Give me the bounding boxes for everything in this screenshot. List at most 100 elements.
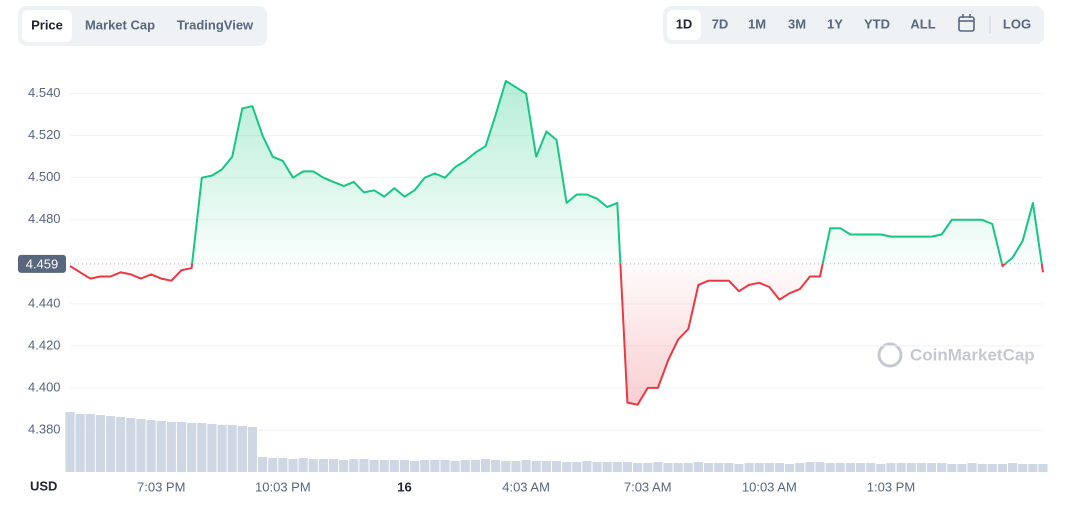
volume-bar — [359, 459, 369, 472]
volume-bar — [987, 464, 997, 472]
volume-bar — [156, 421, 166, 472]
volume-bar — [551, 461, 562, 472]
volume-bar — [65, 412, 75, 472]
ranges-bg — [663, 6, 1044, 44]
volume-bar — [622, 462, 633, 472]
volume-bar — [734, 464, 744, 472]
range-button[interactable]: 1Y — [827, 16, 843, 31]
baseline-label: 4.459 — [26, 256, 59, 271]
x-tick-label: 10:03 AM — [742, 479, 797, 494]
volume-bar — [896, 463, 906, 472]
volume-bar — [369, 460, 379, 472]
volume-bar — [997, 464, 1008, 472]
volume-bar — [754, 463, 764, 472]
volume-bar — [947, 464, 957, 472]
volume-bar — [399, 460, 410, 472]
volume-bar — [187, 423, 197, 472]
volume-bar — [744, 463, 754, 472]
tab[interactable]: TradingView — [177, 17, 254, 32]
volume-bar — [278, 458, 288, 472]
volume-bar — [541, 461, 551, 472]
volume-bar — [572, 462, 582, 472]
volume-bar — [663, 463, 673, 472]
volume-bar — [724, 463, 734, 472]
watermark: CoinMarketCap — [877, 342, 1035, 368]
range-button[interactable]: YTD — [864, 16, 890, 31]
volume-bar — [146, 420, 156, 472]
y-tick-label: 4.420 — [28, 337, 61, 352]
volume-bar — [389, 460, 399, 472]
volume-bar — [926, 463, 937, 472]
x-tick-label: 4:03 AM — [502, 479, 550, 494]
tabs-bg — [18, 6, 267, 46]
volume-bar — [237, 426, 247, 472]
y-tick-label: 4.500 — [28, 169, 61, 184]
x-tick-label: 7:03 PM — [137, 479, 185, 494]
volume-bar — [339, 460, 349, 472]
price-line — [69, 80, 1044, 406]
volume-bar — [876, 464, 886, 472]
range-button[interactable]: 3M — [788, 16, 806, 31]
volume-bar — [845, 463, 855, 472]
volume-bar — [460, 460, 470, 472]
log-button[interactable]: LOG — [1003, 16, 1031, 31]
volume-bar — [714, 463, 724, 472]
volume-bar — [795, 463, 805, 472]
volume-bar — [673, 463, 683, 472]
volume-bar — [268, 458, 278, 472]
volume-bar — [582, 461, 592, 472]
volume-bar — [176, 422, 187, 472]
volume-bar — [1008, 463, 1018, 472]
range-button[interactable]: 1D — [676, 16, 693, 31]
volume-bar — [592, 462, 602, 472]
volume-bar — [521, 460, 531, 472]
volume-bar — [653, 462, 663, 472]
volume-bar — [450, 461, 460, 472]
range-button[interactable]: ALL — [910, 16, 935, 31]
volume-bar — [501, 461, 511, 472]
y-tick-label: 4.540 — [28, 85, 61, 100]
range-button[interactable]: 1M — [748, 16, 766, 31]
volume-bar — [886, 463, 896, 472]
volume-bar — [815, 462, 825, 472]
volume-bar — [288, 459, 298, 472]
volume-bar — [1018, 464, 1028, 472]
volume-bar — [440, 460, 450, 472]
volume-bar — [774, 463, 785, 472]
volume-bar — [197, 423, 207, 472]
volume-bar — [116, 417, 126, 472]
volume-bar — [977, 464, 987, 472]
range-tabs: 1D 7D 1M 3M 1Y YTD ALL LOG — [663, 6, 1044, 44]
volume-bar — [95, 415, 105, 472]
range-button[interactable]: 7D — [712, 16, 729, 31]
volume-bar — [207, 424, 217, 472]
baseline-label-bg — [18, 254, 66, 273]
volume-bar — [217, 425, 227, 472]
volume-bar — [75, 414, 85, 472]
volume-bar — [298, 458, 308, 472]
volume-bar — [835, 463, 845, 472]
volume-bar — [349, 459, 359, 472]
volume-bar — [410, 461, 420, 472]
volume-bar — [105, 416, 116, 472]
volume-bar — [764, 463, 774, 472]
volume-bar — [805, 462, 815, 472]
volume-bar — [126, 418, 136, 472]
volume-bar — [318, 459, 328, 472]
volume-bar — [612, 462, 622, 472]
calendar-icon[interactable] — [958, 14, 975, 32]
volume-bar — [785, 464, 795, 472]
tab-selected — [22, 10, 72, 42]
volume-bar — [643, 463, 653, 472]
tab[interactable]: Market Cap — [85, 17, 155, 32]
y-tick-label: 4.440 — [28, 295, 61, 310]
volume-bar — [855, 463, 866, 472]
range-selected — [667, 10, 701, 40]
volume-bar — [470, 460, 480, 472]
volume-bar — [916, 463, 926, 472]
tab[interactable]: Price — [31, 17, 63, 32]
volume-bar — [258, 457, 268, 472]
volume-bar — [693, 462, 703, 472]
volume-bar — [308, 459, 318, 472]
